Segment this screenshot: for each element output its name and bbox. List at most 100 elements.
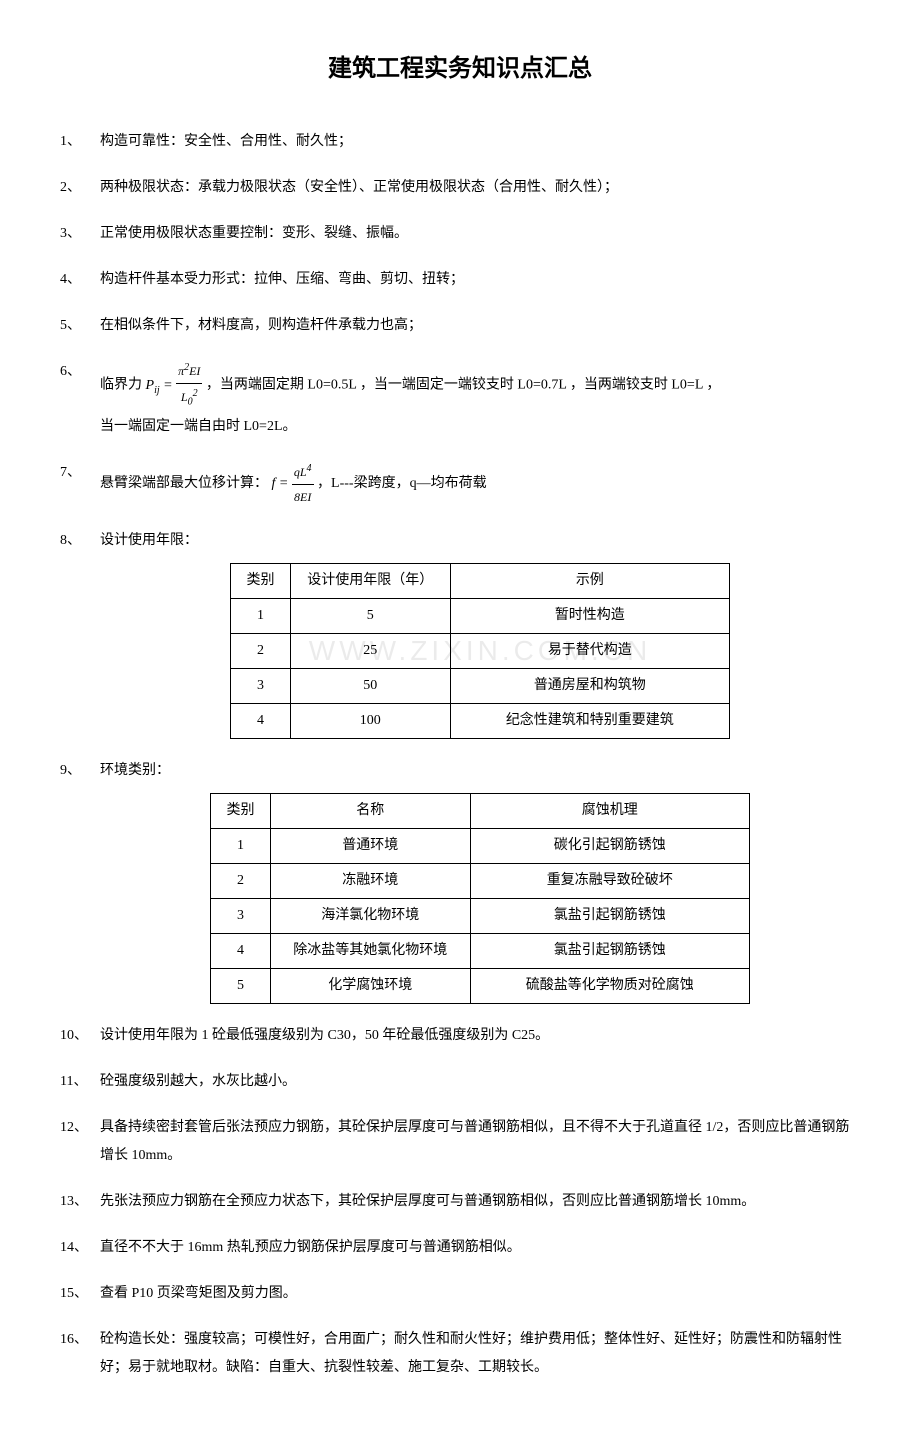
item-text: 设计使用年限： 类别 设计使用年限（年） 示例 1 5 暂时性构造 2 25 易…: [100, 527, 860, 739]
list-item: 1、 构造可靠性：安全性、合用性、耐久性；: [60, 128, 860, 156]
table-header: 腐蚀机理: [470, 793, 749, 828]
item-text: 直径不不大于 16mm 热轧预应力钢筋保护层厚度可与普通钢筋相似。: [100, 1234, 860, 1262]
item-number: 7、: [60, 459, 100, 509]
item-prefix: 临界力: [100, 378, 142, 393]
list-item: 4、 构造杆件基本受力形式：拉伸、压缩、弯曲、剪切、扭转；: [60, 266, 860, 294]
item-number: 2、: [60, 174, 100, 202]
item-number: 10、: [60, 1022, 100, 1050]
list-item: 6、 临界力 Pij = π2EIL02 ，当两端固定期 L0=0.5L ，当一…: [60, 358, 860, 440]
list-item: 8、 设计使用年限： 类别 设计使用年限（年） 示例 1 5 暂时性构造 2 2…: [60, 527, 860, 739]
list-item: 10、 设计使用年限为 1 砼最低强度级别为 C30，50 年砼最低强度级别为 …: [60, 1022, 860, 1050]
list-item: 5、 在相似条件下，材料度高，则构造杆件承载力也高；: [60, 312, 860, 340]
item-number: 15、: [60, 1280, 100, 1308]
table-cell: 5: [211, 968, 271, 1003]
table-cell: 化学腐蚀环境: [270, 968, 470, 1003]
item-text: 两种极限状态：承载力极限状态（安全性）、正常使用极限状态（合用性、耐久性）；: [100, 174, 860, 202]
table-cell: 冻融环境: [270, 863, 470, 898]
item-text: 先张法预应力钢筋在全预应力状态下，其砼保护层厚度可与普通钢筋相似，否则应比普通钢…: [100, 1188, 860, 1216]
item-number: 6、: [60, 358, 100, 440]
item-number: 5、: [60, 312, 100, 340]
list-item: 15、 查看 P10 页梁弯矩图及剪力图。: [60, 1280, 860, 1308]
table-cell: 除冰盐等其她氯化物环境: [270, 933, 470, 968]
table-row: 类别 设计使用年限（年） 示例: [231, 563, 730, 598]
table-cell: 普通环境: [270, 828, 470, 863]
formula-critical-force: Pij = π2EIL02: [146, 378, 203, 393]
environment-table: 类别 名称 腐蚀机理 1 普通环境 碳化引起钢筋锈蚀 2 冻融环境 重复冻融导致…: [210, 793, 750, 1004]
item-text: 临界力 Pij = π2EIL02 ，当两端固定期 L0=0.5L ，当一端固定…: [100, 358, 860, 440]
item-line2: 当一端固定一端自由时 L0=2L。: [100, 413, 860, 441]
item-number: 3、: [60, 220, 100, 248]
table-cell: 50: [290, 668, 450, 703]
item-text: 在相似条件下，材料度高，则构造杆件承载力也高；: [100, 312, 860, 340]
design-life-table: 类别 设计使用年限（年） 示例 1 5 暂时性构造 2 25 易于替代构造 3 …: [230, 563, 730, 739]
list-item: 12、 具备持续密封套管后张法预应力钢筋，其砼保护层厚度可与普通钢筋相似，且不得…: [60, 1114, 860, 1170]
table-cell: 普通房屋和构筑物: [450, 668, 729, 703]
list-item: 14、 直径不不大于 16mm 热轧预应力钢筋保护层厚度可与普通钢筋相似。: [60, 1234, 860, 1262]
item-mid: ，当两端固定期 L0=0.5L ，当一端固定一端铰支时 L0=0.7L ，当两端…: [206, 378, 720, 393]
list-item: 11、 砼强度级别越大，水灰比越小。: [60, 1068, 860, 1096]
item-prefix: 悬臂梁端部最大位移计算：: [100, 476, 268, 491]
table-cell: 硫酸盐等化学物质对砼腐蚀: [470, 968, 749, 1003]
item-number: 1、: [60, 128, 100, 156]
page-title: 建筑工程实务知识点汇总: [60, 50, 860, 88]
table-row: 4 除冰盐等其她氯化物环境 氯盐引起钢筋锈蚀: [211, 933, 750, 968]
list-item: 3、 正常使用极限状态重要控制：变形、裂缝、振幅。: [60, 220, 860, 248]
table-header: 设计使用年限（年）: [290, 563, 450, 598]
list-item: 13、 先张法预应力钢筋在全预应力状态下，其砼保护层厚度可与普通钢筋相似，否则应…: [60, 1188, 860, 1216]
table-cell: 重复冻融导致砼破坏: [470, 863, 749, 898]
table-row: 3 海洋氯化物环境 氯盐引起钢筋锈蚀: [211, 898, 750, 933]
table-cell: 纪念性建筑和特别重要建筑: [450, 703, 729, 738]
table-cell: 暂时性构造: [450, 598, 729, 633]
item-text: 查看 P10 页梁弯矩图及剪力图。: [100, 1280, 860, 1308]
table-header: 类别: [211, 793, 271, 828]
table-cell: 1: [211, 828, 271, 863]
item-number: 13、: [60, 1188, 100, 1216]
item-number: 11、: [60, 1068, 100, 1096]
table-cell: 4: [231, 703, 291, 738]
table-header: 名称: [270, 793, 470, 828]
table-row: 1 5 暂时性构造: [231, 598, 730, 633]
table-row: 类别 名称 腐蚀机理: [211, 793, 750, 828]
table-cell: 3: [211, 898, 271, 933]
list-item: 9、 环境类别： 类别 名称 腐蚀机理 1 普通环境 碳化引起钢筋锈蚀 2 冻融…: [60, 757, 860, 1004]
item-text: 正常使用极限状态重要控制：变形、裂缝、振幅。: [100, 220, 860, 248]
table-cell: 易于替代构造: [450, 633, 729, 668]
table-cell: 2: [211, 863, 271, 898]
table-cell: 1: [231, 598, 291, 633]
item-suffix: ，L---梁跨度，q—均布荷载: [317, 476, 487, 491]
item-label: 设计使用年限：: [100, 533, 198, 548]
table-cell: 海洋氯化物环境: [270, 898, 470, 933]
table-row: 4 100 纪念性建筑和特别重要建筑: [231, 703, 730, 738]
item-number: 9、: [60, 757, 100, 1004]
table-wrapper: 类别 设计使用年限（年） 示例 1 5 暂时性构造 2 25 易于替代构造 3 …: [100, 563, 860, 739]
item-number: 14、: [60, 1234, 100, 1262]
table-row: 3 50 普通房屋和构筑物: [231, 668, 730, 703]
item-text: 具备持续密封套管后张法预应力钢筋，其砼保护层厚度可与普通钢筋相似，且不得不大于孔…: [100, 1114, 860, 1170]
table-row: 1 普通环境 碳化引起钢筋锈蚀: [211, 828, 750, 863]
table-cell: 2: [231, 633, 291, 668]
table-cell: 3: [231, 668, 291, 703]
table-header: 示例: [450, 563, 729, 598]
table-cell: 氯盐引起钢筋锈蚀: [470, 933, 749, 968]
item-text: 砼强度级别越大，水灰比越小。: [100, 1068, 860, 1096]
table-header: 类别: [231, 563, 291, 598]
table-cell: 5: [290, 598, 450, 633]
item-text: 环境类别： 类别 名称 腐蚀机理 1 普通环境 碳化引起钢筋锈蚀 2 冻融环境 …: [100, 757, 860, 1004]
table-cell: 4: [211, 933, 271, 968]
item-number: 8、: [60, 527, 100, 739]
table-row: 2 25 易于替代构造: [231, 633, 730, 668]
table-cell: 碳化引起钢筋锈蚀: [470, 828, 749, 863]
formula-displacement: f = qL48EI: [272, 476, 314, 491]
table-cell: 氯盐引起钢筋锈蚀: [470, 898, 749, 933]
item-text: 悬臂梁端部最大位移计算： f = qL48EI ，L---梁跨度，q—均布荷载: [100, 459, 860, 509]
item-text: 设计使用年限为 1 砼最低强度级别为 C30，50 年砼最低强度级别为 C25。: [100, 1022, 860, 1050]
list-item: 7、 悬臂梁端部最大位移计算： f = qL48EI ，L---梁跨度，q—均布…: [60, 459, 860, 509]
item-text: 构造可靠性：安全性、合用性、耐久性；: [100, 128, 860, 156]
item-text: 构造杆件基本受力形式：拉伸、压缩、弯曲、剪切、扭转；: [100, 266, 860, 294]
table-cell: 25: [290, 633, 450, 668]
item-number: 4、: [60, 266, 100, 294]
table-row: 5 化学腐蚀环境 硫酸盐等化学物质对砼腐蚀: [211, 968, 750, 1003]
item-number: 16、: [60, 1326, 100, 1382]
item-text: 砼构造长处：强度较高；可模性好，合用面广；耐久性和耐火性好；维护费用低；整体性好…: [100, 1326, 860, 1382]
list-item: 16、 砼构造长处：强度较高；可模性好，合用面广；耐久性和耐火性好；维护费用低；…: [60, 1326, 860, 1382]
